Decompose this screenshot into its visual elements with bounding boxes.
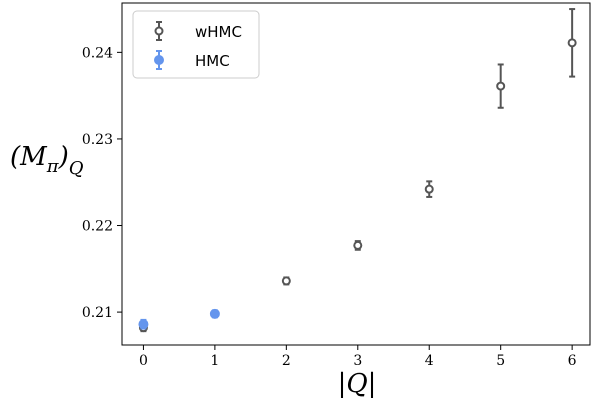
legend: wHMC HMC — [132, 10, 260, 79]
y-axis-label: (Mπ)Q — [10, 142, 84, 179]
x-axis-label: |Q| — [338, 369, 377, 399]
legend-marker-hmc — [154, 55, 164, 65]
axes: 0 1 2 3 4 5 6 0.21 0.22 0.23 0.24 — [82, 2, 591, 369]
x-tick-label-5: 5 — [496, 353, 505, 369]
legend-label-whmc: wHMC — [195, 23, 242, 41]
data-point-hmc-0 — [138, 319, 149, 330]
x-tick-label-1: 1 — [210, 353, 219, 369]
legend-item-hmc — [154, 50, 164, 70]
x-tick-label-3: 3 — [353, 353, 362, 369]
legend-marker-whmc — [154, 26, 164, 36]
plot-area — [138, 8, 577, 333]
data-point-whmc-4 — [424, 184, 434, 194]
x-tick-label-6: 6 — [568, 353, 577, 369]
legend-item-whmc — [154, 21, 164, 41]
data-point-whmc-5 — [496, 81, 506, 91]
x-tick-label-0: 0 — [139, 353, 148, 369]
legend-box — [132, 10, 260, 79]
y-tick-label-0: 0.21 — [82, 305, 113, 321]
y-tick-label-3: 0.24 — [82, 45, 113, 61]
legend-label-hmc: HMC — [195, 52, 230, 70]
plot-frame — [121, 2, 591, 346]
x-tick-label-2: 2 — [282, 353, 291, 369]
y-tick-label-1: 0.22 — [82, 219, 113, 235]
y-tick-label-2: 0.23 — [82, 132, 113, 148]
series-hmc — [138, 308, 220, 330]
data-point-whmc-6 — [567, 38, 577, 48]
data-point-whmc-2 — [281, 276, 291, 286]
x-tick-label-4: 4 — [425, 353, 434, 369]
data-point-whmc-3 — [353, 240, 363, 250]
data-point-hmc-1 — [209, 308, 220, 319]
